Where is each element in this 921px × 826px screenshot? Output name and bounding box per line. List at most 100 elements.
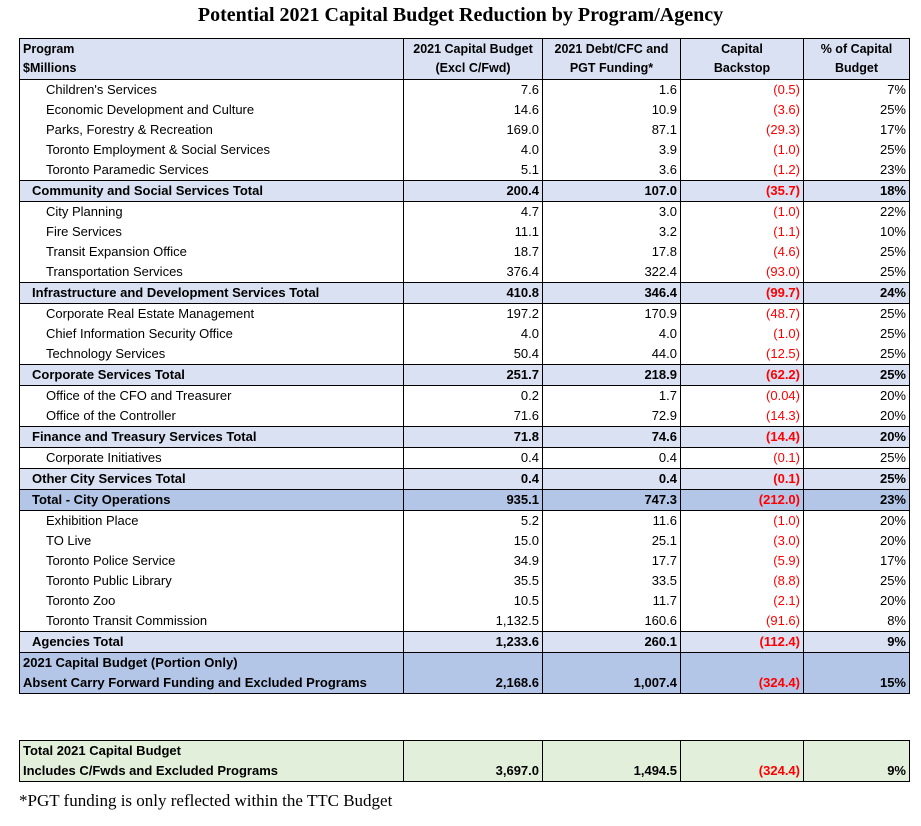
program-row: Toronto Zoo 10.5 11.7 (2.1) 20%	[19, 591, 910, 611]
total-budget-row: Total 2021 Capital Budget Includes C/Fwds…	[19, 740, 910, 782]
debt-funding-cell: 3.9	[542, 140, 681, 160]
program-name: Children's Services	[19, 79, 404, 100]
capital-backstop-cell: (8.8)	[680, 571, 804, 591]
percent-budget-cell: 25%	[803, 242, 910, 262]
program-row: Toronto Police Service 34.9 17.7 (5.9) 17%	[19, 551, 910, 571]
program-name: Toronto Paramedic Services	[19, 160, 404, 181]
total-budget: 3,697.0	[403, 740, 543, 782]
program-row: Exhibition Place 5.2 11.6 (1.0) 20%	[19, 510, 910, 531]
capital-backstop-cell: (1.0)	[680, 510, 804, 531]
percent-budget-cell: 20%	[803, 406, 910, 427]
page-title: Potential 2021 Capital Budget Reduction …	[197, 4, 724, 26]
header-program: Program $Millions	[19, 38, 404, 80]
debt-funding-cell: 3.2	[542, 222, 681, 242]
grand-total-row: Total - City Operations 935.1 747.3 (212.0)…	[19, 489, 910, 511]
program-name: Finance and Treasury Services Total	[19, 426, 404, 448]
program-name: Parks, Forestry & Recreation	[19, 120, 404, 140]
capital-budget-cell: 14.6	[403, 100, 543, 120]
capital-backstop-cell: (0.1)	[680, 468, 804, 490]
percent-budget-cell: 20%	[803, 385, 910, 406]
percent-budget-cell: 25%	[803, 140, 910, 160]
percent-budget-cell: 25%	[803, 447, 910, 469]
program-name: Toronto Zoo	[19, 591, 404, 611]
capital-backstop-cell: (93.0)	[680, 262, 804, 283]
header-debt-funding: 2021 Debt/CFC and PGT Funding*	[542, 38, 681, 80]
program-name: Toronto Police Service	[19, 551, 404, 571]
program-name: Toronto Transit Commission	[19, 611, 404, 632]
capital-budget-cell: 4.7	[403, 201, 543, 222]
program-row: Corporate Initiatives 0.4 0.4 (0.1) 25%	[19, 447, 910, 469]
debt-funding-cell: 0.4	[542, 447, 681, 469]
portion-label-line2: Absent Carry Forward Funding and Exclude…	[23, 675, 367, 690]
header-percent-budget: % of Capital Budget	[803, 38, 910, 80]
capital-budget-cell: 1,132.5	[403, 611, 543, 632]
percent-budget-cell: 23%	[803, 160, 910, 181]
program-name: Toronto Employment & Social Services	[19, 140, 404, 160]
capital-backstop-cell: (14.3)	[680, 406, 804, 427]
percent-budget-cell: 20%	[803, 426, 910, 448]
program-row: Office of the CFO and Treasurer 0.2 1.7 (0.…	[19, 385, 910, 406]
total-debt: 1,494.5	[542, 740, 681, 782]
debt-funding-cell: 170.9	[542, 303, 681, 324]
subtotal-row: Other City Services Total 0.4 0.4 (0.1) 25%	[19, 468, 910, 490]
capital-backstop-cell: (3.0)	[680, 531, 804, 551]
percent-budget-cell: 9%	[803, 631, 910, 653]
header-debt-funding-line1: 2021 Debt/CFC and	[554, 42, 669, 56]
portion-label-line1: 2021 Capital Budget (Portion Only)	[23, 655, 238, 670]
debt-funding-cell: 0.4	[542, 468, 681, 490]
capital-budget-cell: 169.0	[403, 120, 543, 140]
subtotal-row: Agencies Total 1,233.6 260.1 (112.4) 9%	[19, 631, 910, 653]
debt-funding-cell: 17.7	[542, 551, 681, 571]
capital-budget-cell: 4.0	[403, 140, 543, 160]
percent-budget-cell: 25%	[803, 100, 910, 120]
debt-funding-cell: 107.0	[542, 180, 681, 202]
capital-budget-cell: 0.4	[403, 447, 543, 469]
total-label-line2: Includes C/Fwds and Excluded Programs	[23, 763, 279, 778]
percent-budget-cell: 24%	[803, 282, 910, 304]
debt-funding-cell: 17.8	[542, 242, 681, 262]
program-row: Fire Services 11.1 3.2 (1.1) 10%	[19, 222, 910, 242]
capital-backstop-cell: (99.7)	[680, 282, 804, 304]
debt-funding-cell: 87.1	[542, 120, 681, 140]
capital-budget-cell: 5.2	[403, 510, 543, 531]
header-capital-budget-line2: (Excl C/Fwd)	[435, 61, 511, 75]
budget-table: Program $Millions 2021 Capital Budget (Exc…	[19, 38, 910, 694]
program-name: TO Live	[19, 531, 404, 551]
capital-budget-cell: 50.4	[403, 344, 543, 365]
capital-budget-cell: 1,233.6	[403, 631, 543, 653]
total-label: Total 2021 Capital Budget Includes C/Fwds…	[19, 740, 404, 782]
capital-backstop-cell: (212.0)	[680, 489, 804, 511]
capital-budget-cell: 376.4	[403, 262, 543, 283]
header-capital-backstop-line2: Backstop	[713, 61, 771, 75]
program-row: City Planning 4.7 3.0 (1.0) 22%	[19, 201, 910, 222]
percent-budget-cell: 25%	[803, 262, 910, 283]
capital-backstop-cell: (2.1)	[680, 591, 804, 611]
capital-budget-cell: 0.4	[403, 468, 543, 490]
capital-backstop-cell: (1.0)	[680, 140, 804, 160]
program-name: Corporate Services Total	[19, 364, 404, 386]
program-name: Community and Social Services Total	[19, 180, 404, 202]
capital-backstop-cell: (29.3)	[680, 120, 804, 140]
program-row: Office of the Controller 71.6 72.9 (14.3) 20…	[19, 406, 910, 427]
program-row: Toronto Paramedic Services 5.1 3.6 (1.2) 23%	[19, 160, 910, 181]
percent-budget-cell: 7%	[803, 79, 910, 100]
debt-funding-cell: 33.5	[542, 571, 681, 591]
debt-funding-cell: 3.0	[542, 201, 681, 222]
capital-budget-cell: 200.4	[403, 180, 543, 202]
debt-funding-cell: 72.9	[542, 406, 681, 427]
debt-funding-cell: 1.6	[542, 79, 681, 100]
program-name: Chief Information Security Office	[19, 324, 404, 344]
program-row: Economic Development and Culture 14.6 10.9…	[19, 100, 910, 120]
table-header: Program $Millions 2021 Capital Budget (Exc…	[19, 38, 910, 80]
debt-funding-cell: 25.1	[542, 531, 681, 551]
program-name: Corporate Initiatives	[19, 447, 404, 469]
debt-funding-cell: 260.1	[542, 631, 681, 653]
program-row: Transportation Services 376.4 322.4 (93.0) 2…	[19, 262, 910, 283]
capital-budget-cell: 0.2	[403, 385, 543, 406]
capital-backstop-cell: (12.5)	[680, 344, 804, 365]
capital-backstop-cell: (1.2)	[680, 160, 804, 181]
capital-backstop-cell: (1.0)	[680, 201, 804, 222]
header-debt-funding-line2: PGT Funding*	[569, 61, 654, 75]
subtotal-row: Infrastructure and Development Services …	[19, 282, 910, 304]
capital-budget-cell: 11.1	[403, 222, 543, 242]
